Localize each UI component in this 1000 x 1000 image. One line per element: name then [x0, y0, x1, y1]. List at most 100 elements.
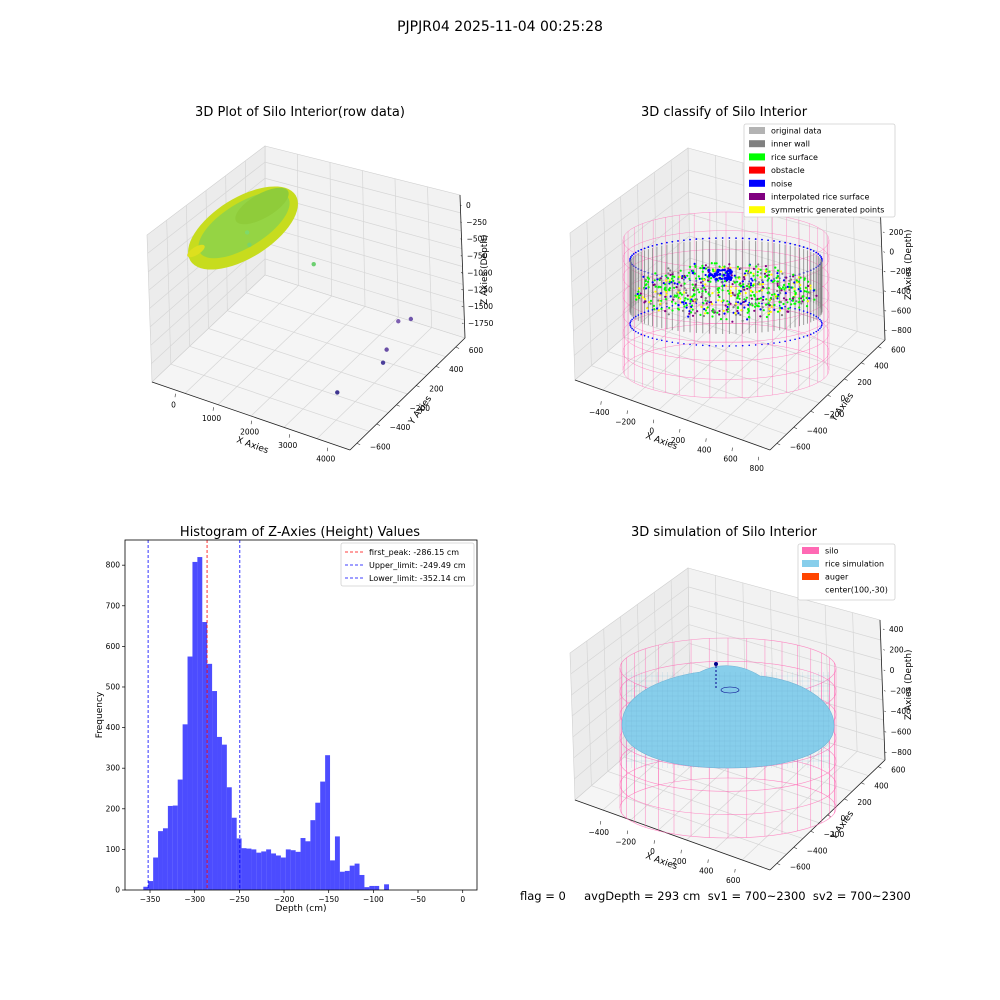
tick-mark [600, 401, 602, 405]
surface-point [776, 274, 779, 277]
data-point [396, 319, 401, 324]
surface-point [669, 295, 672, 298]
legend-swatch [749, 166, 765, 174]
noise-point [778, 341, 781, 344]
data-point [384, 347, 389, 352]
surface-point [649, 299, 653, 302]
surface-point [761, 282, 765, 286]
histogram-bar [305, 841, 311, 890]
noise-point [802, 246, 805, 248]
tick-mark [460, 238, 463, 240]
surface-point [756, 270, 759, 274]
raw-plot-point-cloud [187, 186, 298, 270]
surface-point [759, 308, 762, 311]
surface-point [651, 281, 654, 284]
noise-point [715, 237, 717, 240]
surface-point [702, 278, 706, 282]
simulation-plot-z-ticks: 400 200 0 −200 −400 −600 −800 [882, 625, 912, 757]
noise-point [754, 238, 757, 240]
surface-point [713, 262, 716, 265]
noise-point [677, 342, 679, 344]
surface-point [779, 306, 782, 309]
tick-label: −600 [790, 442, 811, 451]
y-tick-label: 800 [106, 561, 121, 570]
surface-point [770, 279, 773, 282]
surface-point [652, 304, 656, 307]
legend-label: rice simulation [825, 560, 884, 569]
noise-point [794, 338, 796, 341]
tick-mark [844, 378, 848, 381]
surface-point [807, 280, 810, 283]
surface-point [721, 266, 724, 269]
noise-point [631, 254, 633, 257]
surface-point [673, 282, 676, 285]
noise-point [820, 256, 822, 258]
tick-mark [396, 404, 400, 407]
surface-point [647, 280, 650, 283]
y-tick-label: 600 [106, 642, 121, 651]
surface-point [653, 279, 656, 282]
surface-point [659, 286, 662, 289]
surface-point [663, 288, 666, 291]
noise-point [819, 327, 821, 330]
surface-point [688, 312, 691, 315]
histogram-bar [217, 736, 222, 890]
classify-plot-point-cloud [629, 237, 823, 347]
surface-point [658, 294, 662, 297]
surface-point [701, 284, 704, 287]
noise-point [784, 241, 787, 244]
noise-point [677, 240, 679, 242]
surface-point [745, 296, 748, 299]
histogram-bar [384, 884, 389, 890]
surface-point [686, 298, 689, 301]
tick-mark [707, 859, 709, 863]
surface-point [659, 302, 662, 305]
noise-point [778, 304, 781, 307]
surface-point [654, 290, 657, 293]
noise-point [817, 253, 820, 255]
tick-mark [793, 846, 798, 850]
noise-point [789, 339, 792, 342]
surface-point [773, 303, 776, 307]
histogram-y-ticks: 0 100 200 300 400 500 600 700 800 [106, 561, 125, 895]
surface-point [667, 267, 670, 270]
raw-data-3d-plot: 3D Plot of Silo Interior(row data) 0 1000… [146, 105, 494, 464]
tick-mark [827, 814, 831, 817]
surface-point [694, 286, 697, 289]
surface-point [737, 312, 740, 315]
surface-point [742, 285, 745, 288]
noise-point [767, 239, 769, 242]
tick-mark [174, 393, 176, 398]
tick-label: 0 [649, 427, 654, 436]
simulation-plot-x-label: X Axies [644, 851, 679, 872]
surface-point [704, 309, 708, 312]
histogram-legend: first_peak: -286.15 cm Upper_limit: -249.… [340, 542, 475, 587]
x-tick-label: −200 [274, 895, 295, 904]
surface-point [749, 271, 753, 274]
histogram-bar [266, 849, 272, 890]
noise-point [632, 329, 635, 331]
surface-point [812, 289, 815, 292]
histogram-bar [221, 744, 227, 890]
data-point [247, 242, 252, 247]
tick-mark [376, 423, 381, 426]
surface-point [767, 287, 770, 290]
tick-mark [883, 669, 886, 672]
surface-point [786, 301, 789, 304]
surface-point [687, 315, 690, 318]
noise-point [708, 273, 712, 276]
noise-point [631, 318, 633, 321]
surface-point [798, 297, 801, 300]
surface-point [762, 309, 765, 312]
surface-point [772, 298, 775, 301]
surface-point [694, 300, 697, 303]
histogram-frame [124, 539, 478, 891]
surface-point [693, 262, 696, 265]
surface-point [767, 302, 770, 305]
surface-point [750, 297, 754, 300]
z-axis-line [459, 194, 466, 339]
grid-line [741, 751, 858, 861]
noise-point [794, 243, 796, 246]
surface-point [711, 302, 714, 306]
